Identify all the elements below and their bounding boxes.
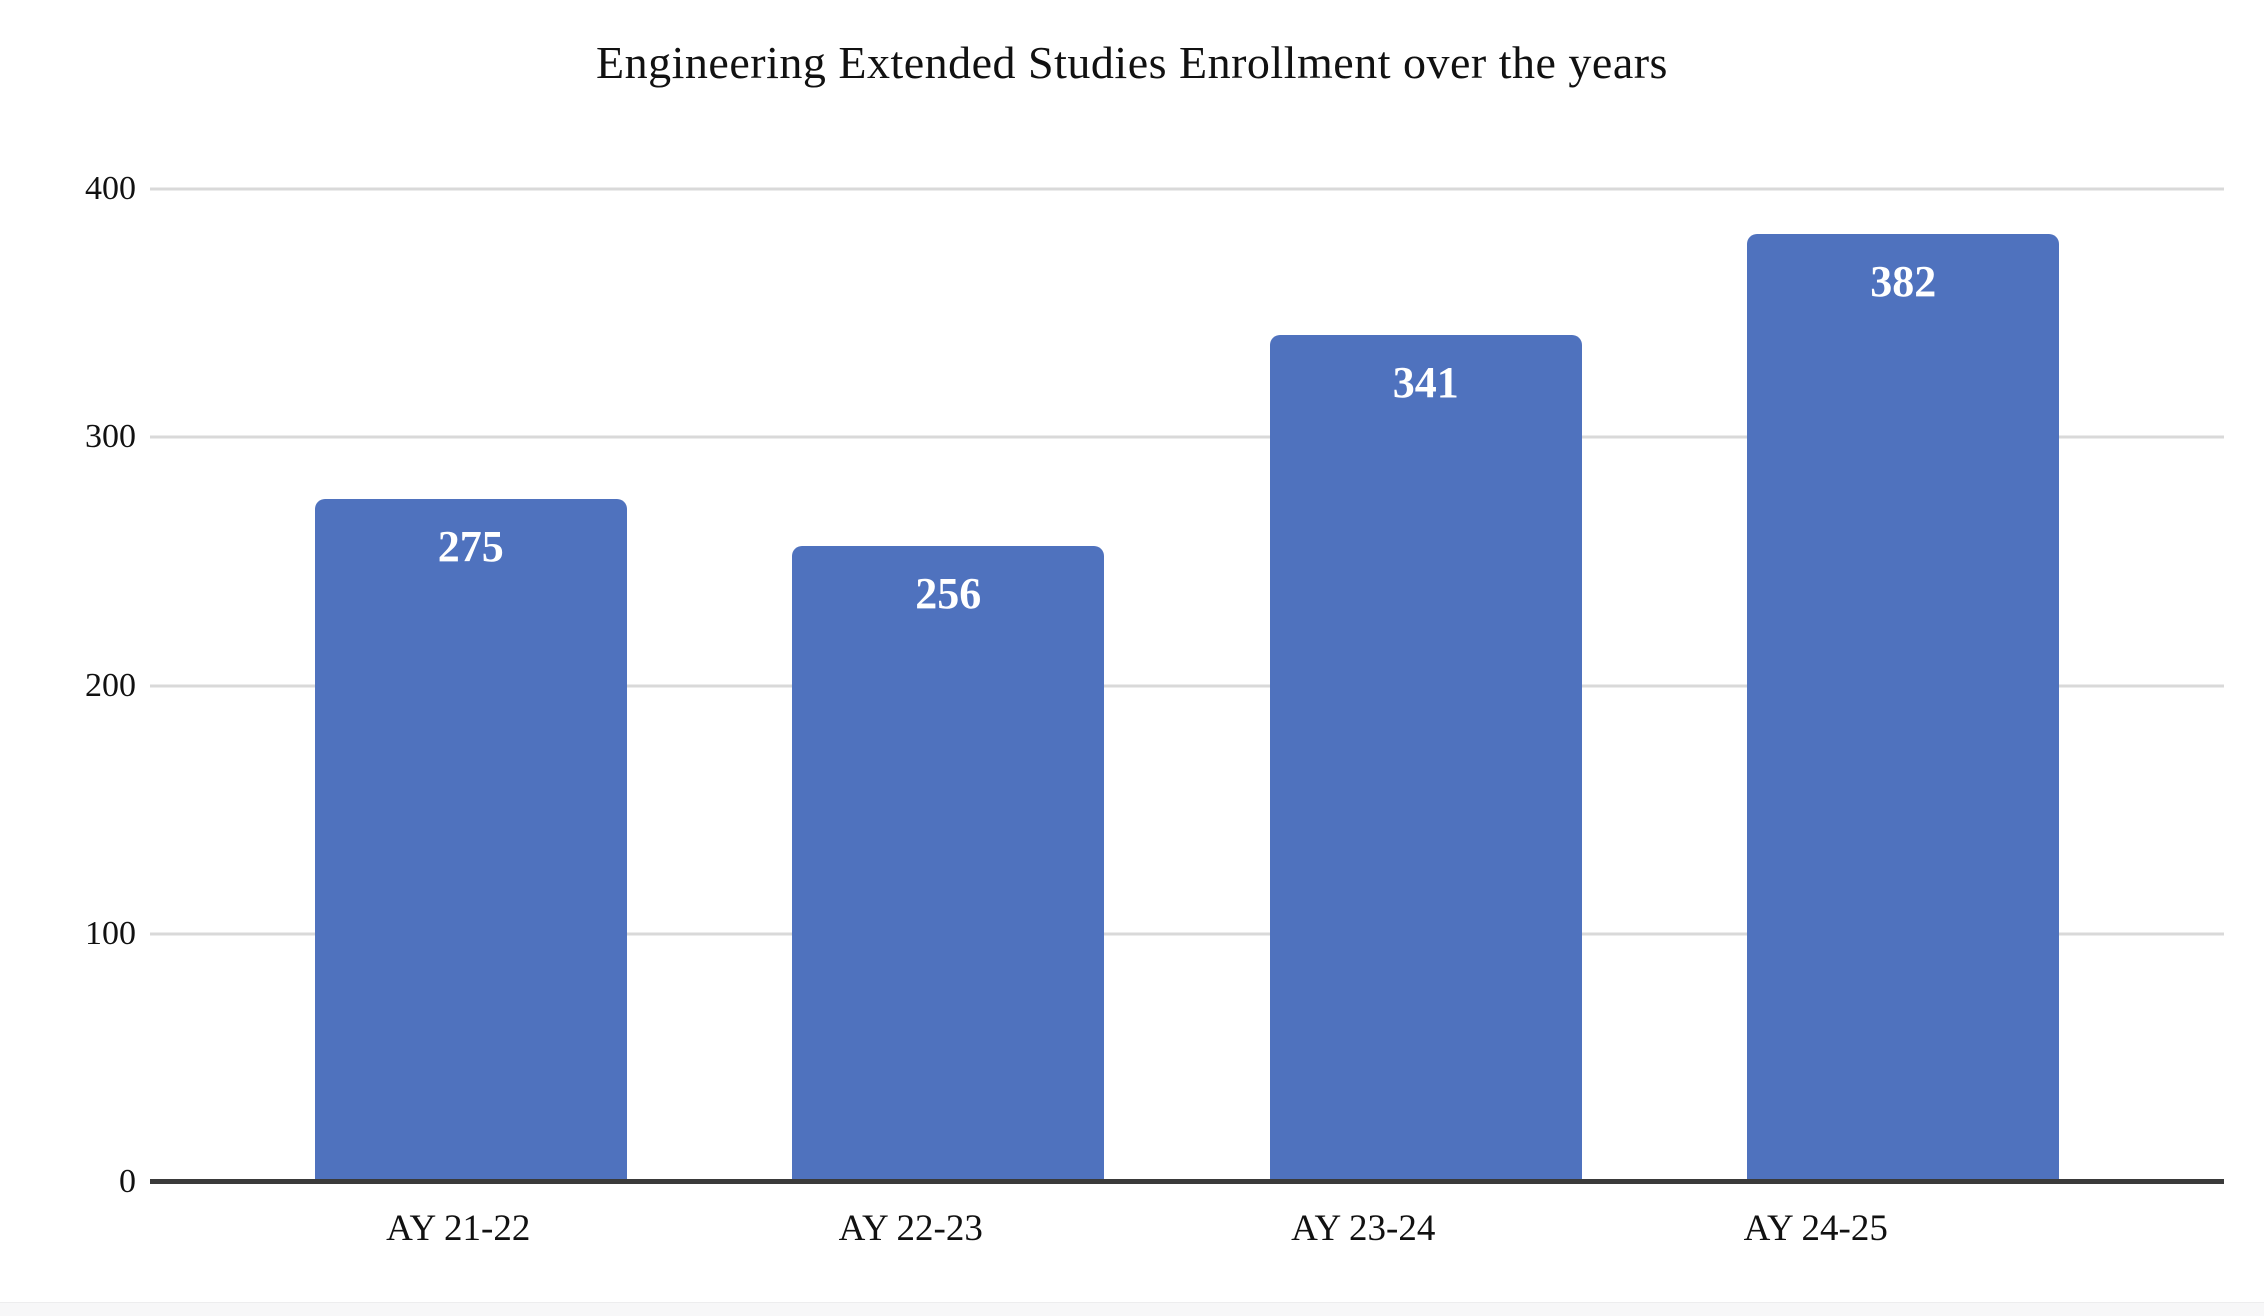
bar-value-label: 382 (1870, 256, 1937, 306)
x-label-slot: AY 24-25 (1590, 1198, 2043, 1258)
gridline-300 (150, 435, 2224, 439)
bar-slot: 341 (1187, 189, 1665, 1182)
plot-area: 275 256 341 382 (150, 187, 2224, 1184)
x-axis-baseline (150, 1179, 2224, 1184)
x-label-slot: AY 21-22 (232, 1198, 685, 1258)
gridline-100 (150, 932, 2224, 936)
y-tick-label-100: 100 (85, 914, 136, 952)
bar-slot: 382 (1665, 189, 2143, 1182)
bar-AY 21-22: 275 (314, 499, 627, 1182)
y-tick-label-0: 0 (119, 1163, 136, 1200)
gridline-400 (150, 187, 2224, 191)
chart-title: Engineering Extended Studies Enrollment … (596, 37, 1668, 88)
bar-series: 275 256 341 382 (232, 189, 2142, 1182)
bar-AY 24-25: 382 (1747, 233, 2060, 1182)
y-tick-label-400: 400 (85, 170, 136, 207)
y-tick-label-300: 300 (85, 418, 136, 456)
bottom-strip (0, 1302, 2264, 1316)
x-category-label: AY 24-25 (1743, 1207, 1888, 1249)
bar-AY 23-24: 341 (1269, 335, 1582, 1182)
x-category-label: AY 23-24 (1291, 1207, 1436, 1249)
x-category-label: AY 21-22 (386, 1207, 531, 1249)
x-label-slot: AY 22-23 (685, 1198, 1138, 1258)
bar-slot: 275 (232, 189, 710, 1182)
x-category-label: AY 22-23 (838, 1207, 983, 1249)
x-axis-category-labels: AY 21-22 AY 22-23 AY 23-24 AY 24-25 (232, 1198, 2042, 1258)
y-axis-tick-labels: 0 100 200 300 400 (0, 172, 136, 1199)
bar-slot: 256 (710, 189, 1188, 1182)
bar-AY 22-23: 256 (792, 546, 1105, 1182)
bar-value-label: 256 (915, 569, 982, 619)
bar-value-label: 275 (437, 522, 504, 572)
bar-value-label: 341 (1392, 358, 1459, 408)
x-label-slot: AY 23-24 (1137, 1198, 1590, 1258)
y-tick-label-200: 200 (85, 666, 136, 704)
gridline-200 (150, 684, 2224, 687)
